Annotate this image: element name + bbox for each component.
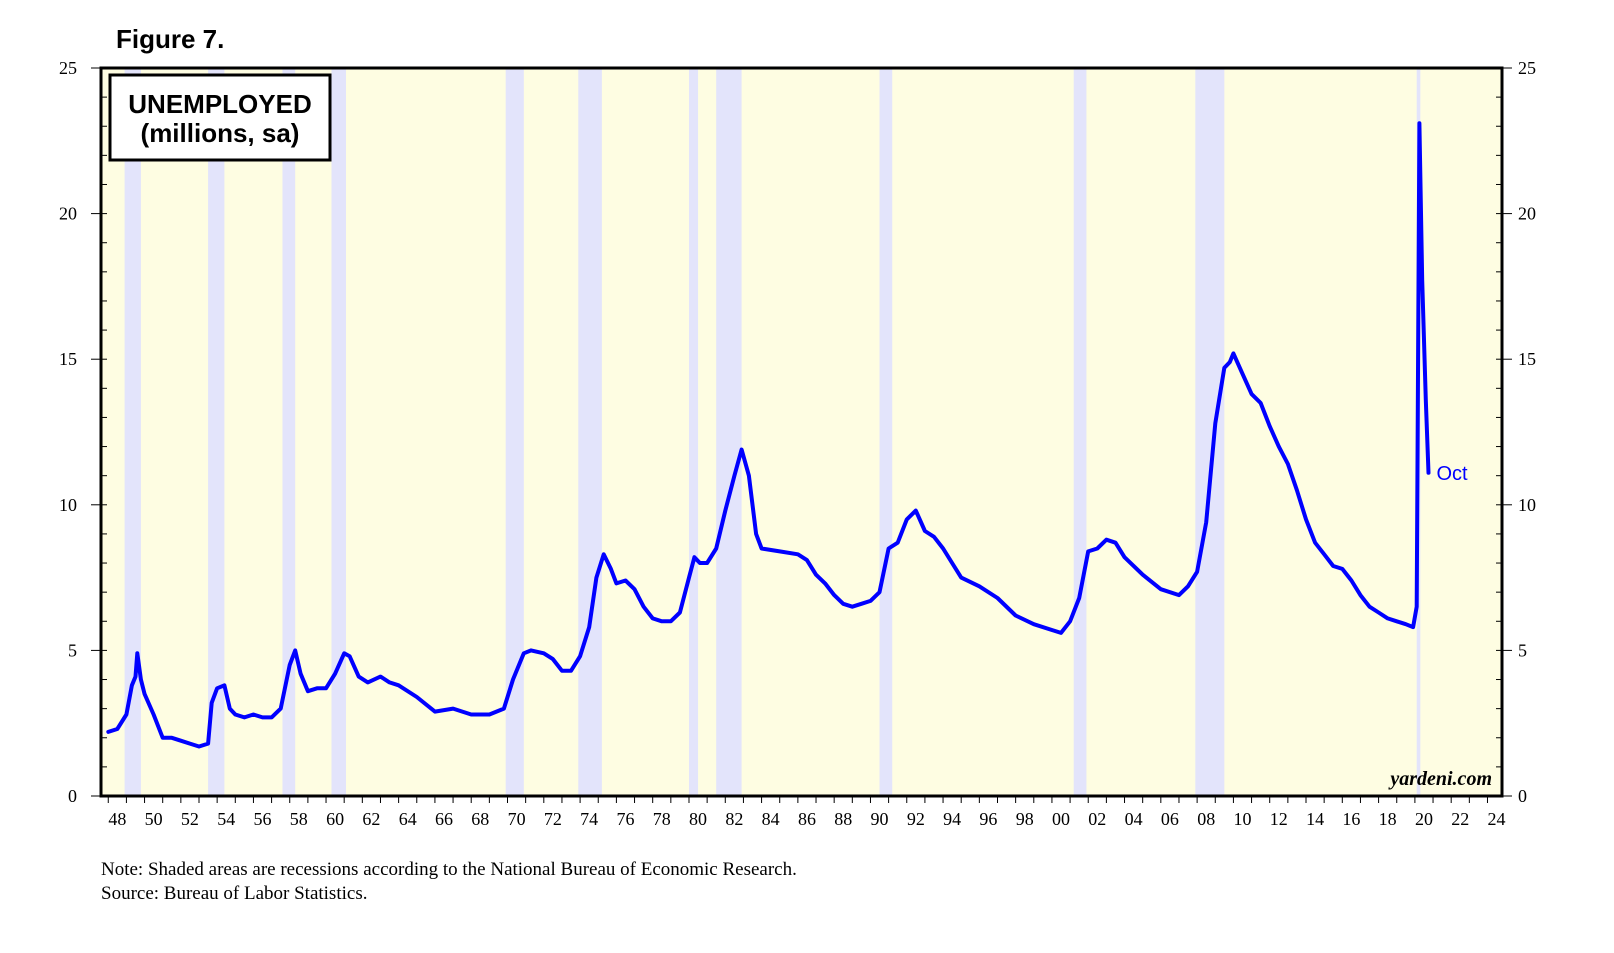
x-tick-label: 98 <box>1016 809 1034 829</box>
x-tick-label: 04 <box>1125 809 1143 829</box>
legend-box: UNEMPLOYED (millions, sa) <box>108 73 332 162</box>
y-tick-label-right: 20 <box>1518 204 1536 224</box>
x-tick-label: 60 <box>326 809 344 829</box>
recession-band <box>282 68 296 796</box>
x-tick-label: 52 <box>181 809 199 829</box>
recession-band <box>1195 68 1225 796</box>
y-tick-label-left: 0 <box>68 786 77 806</box>
recession-band <box>578 68 602 796</box>
y-tick-label-left: 10 <box>59 495 77 515</box>
watermark: yardeni.com <box>1388 768 1492 790</box>
x-tick-label: 20 <box>1415 809 1433 829</box>
recession-band <box>505 68 524 796</box>
figure-label: Figure 7. <box>116 24 224 54</box>
x-tick-label: 70 <box>508 809 526 829</box>
y-tick-label-left: 20 <box>59 204 77 224</box>
x-tick-label: 18 <box>1379 809 1397 829</box>
y-tick-label-left: 15 <box>59 349 77 369</box>
x-tick-label: 84 <box>762 809 780 829</box>
recession-band <box>716 68 742 796</box>
recession-band <box>688 68 699 796</box>
x-tick-label: 94 <box>943 809 961 829</box>
x-tick-label: 00 <box>1052 809 1070 829</box>
y-tick-label-left: 25 <box>59 58 77 78</box>
x-tick-label: 48 <box>108 809 126 829</box>
x-tick-label: 80 <box>689 809 707 829</box>
x-tick-label: 56 <box>254 809 272 829</box>
recession-band <box>879 68 893 796</box>
x-tick-label: 58 <box>290 809 308 829</box>
x-tick-label: 74 <box>580 809 598 829</box>
recession-band <box>331 68 346 796</box>
x-tick-label: 92 <box>907 809 925 829</box>
recession-band <box>124 68 141 796</box>
x-tick-label: 54 <box>217 809 235 829</box>
y-tick-label-right: 25 <box>1518 58 1536 78</box>
x-tick-label: 06 <box>1161 809 1179 829</box>
chart-title: UNEMPLOYED <box>128 89 311 119</box>
source-text: Source: Bureau of Labor Statistics. <box>101 883 367 904</box>
x-tick-label: 76 <box>616 809 634 829</box>
x-tick-label: 68 <box>471 809 489 829</box>
x-tick-label: 96 <box>979 809 997 829</box>
x-tick-label: 10 <box>1233 809 1251 829</box>
series-layer: Oct <box>106 121 1469 749</box>
x-tick-label: 86 <box>798 809 816 829</box>
x-tick-label: 62 <box>362 809 380 829</box>
recession-bands <box>124 68 1421 796</box>
x-tick-label: 16 <box>1342 809 1360 829</box>
x-tick-label: 72 <box>544 809 562 829</box>
x-tick-label: 66 <box>435 809 453 829</box>
x-tick-label: 88 <box>834 809 852 829</box>
y-tick-label-right: 0 <box>1518 786 1527 806</box>
note-text: Note: Shaded areas are recessions accord… <box>101 859 797 880</box>
x-tick-label: 24 <box>1488 809 1506 829</box>
end-label: Oct <box>1437 463 1469 485</box>
x-tick-label: 64 <box>399 809 417 829</box>
x-tick-label: 08 <box>1197 809 1215 829</box>
x-tick-label: 22 <box>1451 809 1469 829</box>
x-tick-label: 02 <box>1088 809 1106 829</box>
recession-band <box>1073 68 1087 796</box>
y-tick-label-right: 5 <box>1518 640 1527 660</box>
x-tick-label: 78 <box>653 809 671 829</box>
recession-band <box>208 68 225 796</box>
x-tick-label: 82 <box>725 809 743 829</box>
y-tick-label-left: 5 <box>68 640 77 660</box>
chart-subtitle: (millions, sa) <box>141 118 300 148</box>
x-tick-label: 90 <box>871 809 889 829</box>
x-tick-label: 14 <box>1306 809 1324 829</box>
plot-background <box>101 68 1502 796</box>
y-tick-label-right: 15 <box>1518 349 1536 369</box>
x-tick-label: 50 <box>145 809 163 829</box>
x-tick-label: 12 <box>1270 809 1288 829</box>
y-tick-label-right: 10 <box>1518 495 1536 515</box>
plot-frame <box>99 66 1504 798</box>
series-line <box>106 121 1431 749</box>
